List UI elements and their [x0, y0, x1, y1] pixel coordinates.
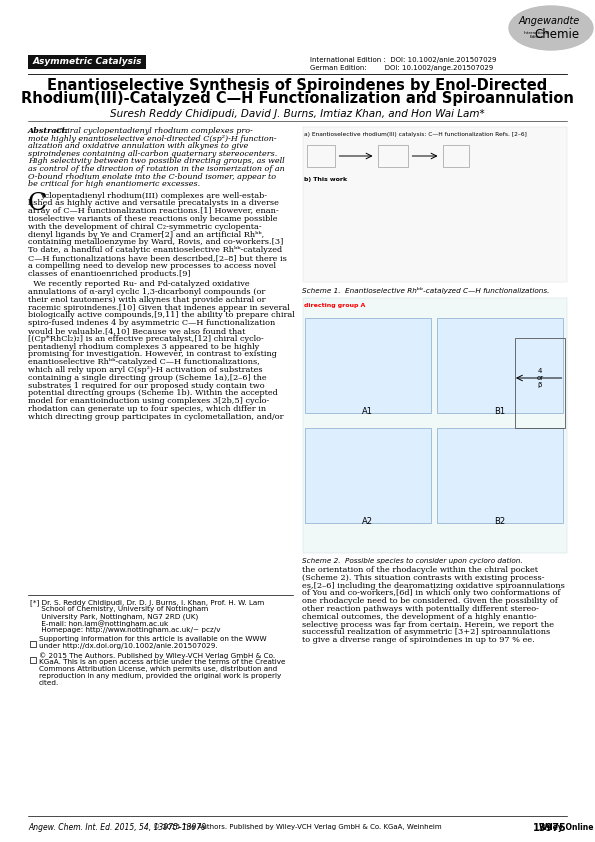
Text: one rhodacycle need to be considered. Given the possibility of: one rhodacycle need to be considered. Gi…	[302, 597, 558, 605]
Text: Angew. Chem. Int. Ed. 2015, 54, 13975–13979: Angew. Chem. Int. Ed. 2015, 54, 13975–13…	[28, 823, 206, 832]
Bar	[302, 127, 567, 282]
Text: Supporting information for this article is available on the WWW: Supporting information for this article …	[39, 636, 267, 642]
Text: Wiley Online Library: Wiley Online Library	[539, 823, 595, 832]
Text: School of Chemistry, University of Nottingham: School of Chemistry, University of Notti…	[30, 606, 208, 612]
Text: successful realization of asymmetric [3+2] spiroannulations: successful realization of asymmetric [3+…	[302, 628, 551, 637]
Text: selective process was far from certain. Herein, we report the: selective process was far from certain. …	[302, 621, 555, 628]
Text: to give a diverse range of spiroindenes in up to 97 % ee.: to give a diverse range of spiroindenes …	[302, 636, 536, 644]
Text: E-mail: hon.lam@nottingham.ac.uk: E-mail: hon.lam@nottingham.ac.uk	[30, 620, 168, 626]
Bar	[302, 298, 567, 553]
Text: High selectivity between two possible directing groups, as well: High selectivity between two possible di…	[28, 157, 284, 166]
Text: the orientation of the rhodacycle within the chiral pocket: the orientation of the rhodacycle within…	[302, 566, 538, 574]
Text: Commons Attribution License, which permits use, distribution and: Commons Attribution License, which permi…	[39, 666, 277, 672]
Text: To date, a handful of catalytic enantioselective Rhᵇᵇ-catalyzed: To date, a handful of catalytic enantios…	[28, 246, 282, 254]
Text: their enol tautomers) with alkynes that provide achiral or: their enol tautomers) with alkynes that …	[28, 296, 265, 304]
Text: with the development of chiral C₂-symmetric cyclopenta-: with the development of chiral C₂-symmet…	[28, 223, 262, 231]
Text: Enantioselective Synthesis of Spiroindenes by Enol-Directed: Enantioselective Synthesis of Spiroinden…	[48, 78, 547, 93]
Text: racemic spiroindenes.[10] Given that indenes appear in several: racemic spiroindenes.[10] Given that ind…	[28, 304, 290, 312]
Bar	[30, 641, 36, 647]
Text: German Edition:        DOI: 10.1002/ange.201507029: German Edition: DOI: 10.1002/ange.201507…	[310, 65, 493, 71]
Text: biologically active compounds,[9,11] the ability to prepare chiral: biologically active compounds,[9,11] the…	[28, 312, 295, 319]
Text: b) This work: b) This work	[305, 177, 347, 182]
Text: Scheme 1.  Enantioselective Rhᵇᵇ-catalyzed C—H functionalizations.: Scheme 1. Enantioselective Rhᵇᵇ-catalyze…	[302, 287, 550, 294]
Text: Asymmetric Catalysis: Asymmetric Catalysis	[32, 57, 142, 67]
Text: A1: A1	[362, 407, 373, 416]
Text: promising for investigation. However, in contrast to existing: promising for investigation. However, in…	[28, 350, 277, 359]
Text: Suresh Reddy Chidipudi, David J. Burns, Imtiaz Khan, and Hon Wai Lam*: Suresh Reddy Chidipudi, David J. Burns, …	[110, 109, 485, 119]
Text: containing metalloenzyme by Ward, Rovis, and co-workers.[3]: containing metalloenzyme by Ward, Rovis,…	[28, 238, 283, 247]
Text: tioselective variants of these reactions only became possible: tioselective variants of these reactions…	[28, 215, 277, 223]
Text: Rhodium(III)-Catalyzed C—H Functionalization and Spiroannulation: Rhodium(III)-Catalyzed C—H Functionaliza…	[21, 91, 574, 106]
Text: annulations of α-aryl cyclic 1,3-dicarbonyl compounds (or: annulations of α-aryl cyclic 1,3-dicarbo…	[28, 288, 265, 296]
Text: potential directing groups (Scheme 1b). Within the accepted: potential directing groups (Scheme 1b). …	[28, 389, 278, 397]
Text: spiro-fused indenes 4 by asymmetric C—H functionalization: spiro-fused indenes 4 by asymmetric C—H …	[28, 319, 275, 328]
Text: spiroindenes containing all-carbon quaternary stereocenters.: spiroindenes containing all-carbon quate…	[28, 150, 277, 158]
Text: directing group A: directing group A	[305, 303, 366, 308]
Text: Angewandte: Angewandte	[518, 16, 580, 26]
Text: pentadienyl rhodium complexes 3 appeared to be highly: pentadienyl rhodium complexes 3 appeared…	[28, 343, 259, 350]
Text: lished as highly active and versatile precatalysts in a diverse: lished as highly active and versatile pr…	[28, 200, 279, 207]
Text: B2: B2	[494, 517, 505, 526]
Text: classes of enantioenriched products.[9]: classes of enantioenriched products.[9]	[28, 269, 190, 278]
Bar	[305, 318, 431, 413]
Text: a) Enantioselective rhodium(III) catalysis: C—H functionalization Refs. [2–6]: a) Enantioselective rhodium(III) catalys…	[305, 132, 527, 137]
Text: O-bound rhodium enolate into the C-bound isomer, appear to: O-bound rhodium enolate into the C-bound…	[28, 173, 276, 180]
Text: other reaction pathways with potentially different stereo-: other reaction pathways with potentially…	[302, 605, 540, 613]
Text: © 2015 The Authors. Published by Wiley-VCH Verlag GmbH & Co.: © 2015 The Authors. Published by Wiley-V…	[39, 653, 275, 658]
Ellipse shape	[509, 6, 593, 50]
Text: containing a single directing group (Scheme 1a),[2–6] the: containing a single directing group (Sch…	[28, 374, 267, 381]
Text: a compelling need to develop new processes to access novel: a compelling need to develop new process…	[28, 262, 276, 269]
Text: es,[2–6] including the dearomatizing oxidative spiroannulations: es,[2–6] including the dearomatizing oxi…	[302, 582, 565, 589]
Bar	[377, 145, 408, 167]
Text: as control of the direction of rotation in the isomerization of an: as control of the direction of rotation …	[28, 165, 285, 173]
Text: C: C	[28, 192, 47, 215]
Text: [*] Dr. S. Reddy Chidipudi, Dr. D. J. Burns, I. Khan, Prof. H. W. Lam: [*] Dr. S. Reddy Chidipudi, Dr. D. J. Bu…	[30, 599, 264, 605]
Text: enantioselective Rhᵇᵇ-catalyzed C—H functionalizations,: enantioselective Rhᵇᵇ-catalyzed C—H func…	[28, 358, 260, 366]
Bar	[28, 55, 146, 69]
Text: Chemie: Chemie	[534, 29, 580, 41]
Bar	[437, 318, 562, 413]
Text: mote highly enantioselective enol-directed C(sp²)-H function-: mote highly enantioselective enol-direct…	[28, 135, 277, 143]
Text: (Scheme 2). This situation contrasts with existing process-: (Scheme 2). This situation contrasts wit…	[302, 573, 545, 582]
Text: B1: B1	[494, 407, 505, 416]
Text: alization and oxidative annulation with alkynes to give: alization and oxidative annulation with …	[28, 142, 248, 151]
Text: Chiral cyclopentadienyl rhodium complexes pro-: Chiral cyclopentadienyl rhodium complexe…	[56, 127, 253, 136]
Text: 4
or
β: 4 or β	[537, 368, 544, 388]
Text: which directing group participates in cyclometallation, and/or: which directing group participates in cy…	[28, 413, 283, 421]
Bar	[305, 428, 431, 523]
Text: yclopentadienyl rhodium(III) complexes are well-estab-: yclopentadienyl rhodium(III) complexes a…	[40, 192, 267, 200]
Text: of You and co-workers,[6d] in which only two conformations of: of You and co-workers,[6d] in which only…	[302, 589, 561, 597]
Text: dienyl ligands by Ye and Cramer[2] and an artificial Rhᵇᵇ,: dienyl ligands by Ye and Cramer[2] and a…	[28, 231, 264, 238]
Text: KGaA. This is an open access article under the terms of the Creative: KGaA. This is an open access article und…	[39, 659, 286, 665]
Text: model for enantioinduction using complexes 3[2b,5] cyclo-: model for enantioinduction using complex…	[28, 397, 270, 405]
Text: 13975: 13975	[533, 823, 567, 833]
Bar	[30, 657, 36, 663]
Bar	[306, 145, 334, 167]
Text: reproduction in any medium, provided the original work is properly: reproduction in any medium, provided the…	[39, 674, 281, 679]
Text: Abstract:: Abstract:	[28, 127, 69, 135]
Text: We recently reported Ru- and Pd-catalyzed oxidative: We recently reported Ru- and Pd-catalyze…	[28, 280, 250, 288]
Text: C—H functionalizations have been described,[2–8] but there is: C—H functionalizations have been describ…	[28, 254, 287, 262]
Text: University Park, Nottingham, NG7 2RD (UK): University Park, Nottingham, NG7 2RD (UK…	[30, 613, 198, 620]
Bar	[443, 145, 468, 167]
Text: be critical for high enantiomeric excesses.: be critical for high enantiomeric excess…	[28, 180, 200, 188]
Text: cited.: cited.	[39, 680, 60, 686]
Text: [(Cp*RhCl₂)₂] is an effective precatalyst,[12] chiral cyclo-: [(Cp*RhCl₂)₂] is an effective precatalys…	[28, 335, 264, 343]
Text: rhodation can generate up to four species, which differ in: rhodation can generate up to four specie…	[28, 405, 266, 413]
Bar	[515, 338, 565, 428]
Bar	[437, 428, 562, 523]
Text: International Edition :  DOI: 10.1002/anie.201507029: International Edition : DOI: 10.1002/ani…	[310, 57, 496, 63]
Text: array of C—H functionalization reactions.[1] However, enan-: array of C—H functionalization reactions…	[28, 207, 278, 216]
Text: chemical outcomes, the development of a highly enantio-: chemical outcomes, the development of a …	[302, 613, 537, 621]
Text: would be valuable.[4,10] Because we also found that: would be valuable.[4,10] Because we also…	[28, 327, 245, 335]
Text: Scheme 2.  Possible species to consider upon cycloro dation.: Scheme 2. Possible species to consider u…	[302, 558, 523, 564]
Text: A2: A2	[362, 517, 373, 526]
Text: Homepage: http://www.nottingham.ac.uk/~ pcz/v: Homepage: http://www.nottingham.ac.uk/~ …	[30, 627, 221, 633]
Text: which all rely upon aryl C(sp²)-H activation of substrates: which all rely upon aryl C(sp²)-H activa…	[28, 366, 262, 374]
Text: under http://dx.doi.org/10.1002/anie.201507029.: under http://dx.doi.org/10.1002/anie.201…	[39, 643, 218, 649]
Text: © 2015 The Authors. Published by Wiley-VCH Verlag GmbH & Co. KGaA, Weinheim: © 2015 The Authors. Published by Wiley-V…	[153, 823, 442, 829]
Text: International
Edition: International Edition	[524, 30, 550, 40]
Text: substrates 1 required for our proposed study contain two: substrates 1 required for our proposed s…	[28, 381, 265, 390]
